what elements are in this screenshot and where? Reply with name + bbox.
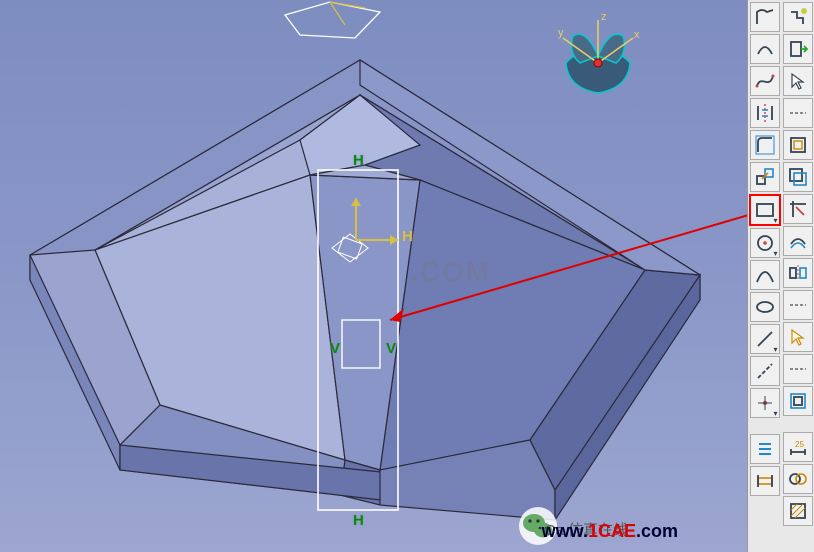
right-toolbar: ▾▾▾▾ 25 bbox=[747, 0, 814, 552]
point-icon[interactable]: ▾ bbox=[750, 388, 780, 418]
viewport-3d[interactable]: H H H V V x y z .COM Ca 仿真在线 www.1CAE.co… bbox=[0, 0, 748, 552]
intersect-icon[interactable] bbox=[783, 162, 813, 192]
select-icon[interactable] bbox=[783, 66, 813, 96]
constraint-v-right: V bbox=[386, 340, 396, 357]
anim-icon[interactable] bbox=[783, 464, 813, 494]
project-icon[interactable] bbox=[783, 130, 813, 160]
sketch-solver-icon[interactable] bbox=[783, 2, 813, 32]
dash-icon[interactable] bbox=[783, 98, 813, 128]
mirror-icon[interactable] bbox=[750, 98, 780, 128]
axis-h-label: H bbox=[402, 228, 413, 245]
clip-icon[interactable] bbox=[783, 194, 813, 224]
arc-icon[interactable] bbox=[750, 34, 780, 64]
list-icon[interactable] bbox=[750, 434, 780, 464]
compass-y: y bbox=[558, 27, 564, 39]
constraint-h-top: H bbox=[353, 152, 364, 169]
conic-icon[interactable] bbox=[750, 260, 780, 290]
dash2-icon[interactable] bbox=[783, 290, 813, 320]
spline-icon[interactable] bbox=[750, 66, 780, 96]
transform-icon[interactable] bbox=[750, 162, 780, 192]
rectangle-icon[interactable]: ▾ bbox=[749, 194, 781, 226]
compass-x: x bbox=[634, 29, 640, 41]
circle-icon[interactable]: ▾ bbox=[750, 228, 780, 258]
offset-icon[interactable] bbox=[783, 226, 813, 256]
constraint-h-bottom: H bbox=[353, 512, 364, 529]
footer-text: Ca 仿真在线 bbox=[545, 519, 628, 540]
dim-icon[interactable]: 25 bbox=[783, 432, 813, 462]
axis-icon[interactable] bbox=[750, 356, 780, 386]
constraint-icon[interactable] bbox=[750, 466, 780, 496]
view-compass[interactable]: x y z bbox=[548, 8, 648, 108]
line-icon[interactable]: ▾ bbox=[750, 324, 780, 354]
hatch-icon[interactable] bbox=[783, 496, 813, 526]
symmetry-icon[interactable] bbox=[783, 258, 813, 288]
dash3-icon[interactable] bbox=[783, 354, 813, 384]
arrow-sel-icon[interactable] bbox=[783, 322, 813, 352]
compass-z: z bbox=[601, 11, 607, 23]
svg-text:25: 25 bbox=[795, 440, 804, 449]
constraint-v-left: V bbox=[330, 340, 340, 357]
frame-icon[interactable] bbox=[783, 386, 813, 416]
ellipse-icon[interactable] bbox=[750, 292, 780, 322]
profile-icon[interactable] bbox=[750, 2, 780, 32]
corner-icon[interactable] bbox=[750, 130, 780, 160]
output-icon[interactable] bbox=[783, 34, 813, 64]
